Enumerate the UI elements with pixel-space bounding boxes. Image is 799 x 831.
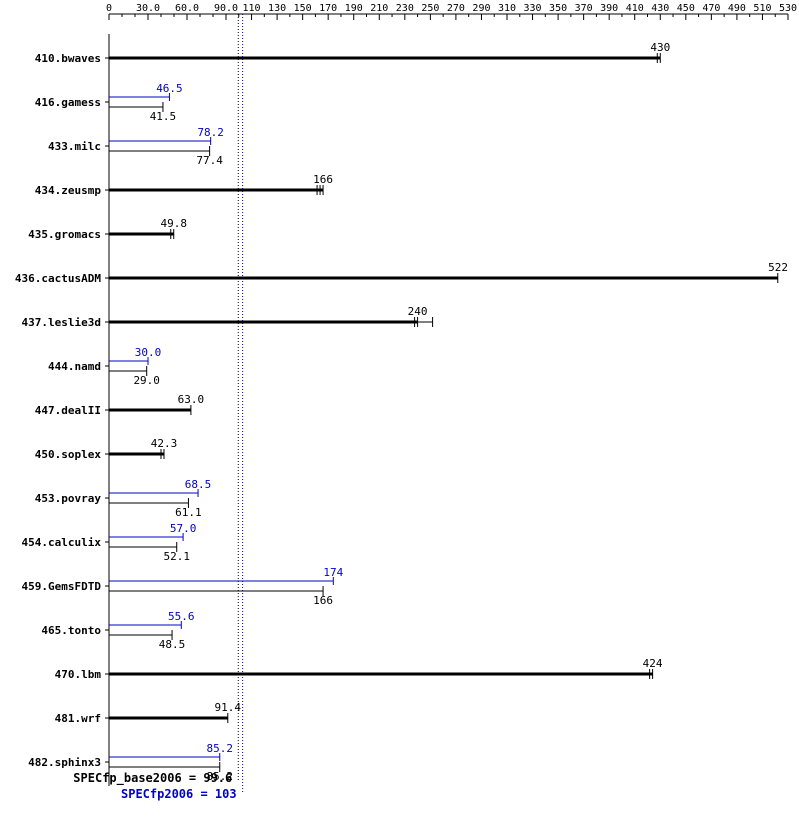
- base-value-label: 29.0: [133, 374, 160, 387]
- base-value-label: 91.4: [215, 701, 242, 714]
- base-value-label: 61.1: [175, 506, 202, 519]
- benchmark-label: 416.gamess: [35, 96, 101, 109]
- benchmark-label: 447.dealII: [35, 404, 101, 417]
- axis-tick-label: 250: [421, 3, 439, 14]
- base-value-label: 48.5: [159, 638, 186, 651]
- base-value-label: 41.5: [150, 110, 177, 123]
- benchmark-label: 459.GemsFDTD: [22, 580, 102, 593]
- benchmark-label: 410.bwaves: [35, 52, 101, 65]
- axis-tick-label: 210: [370, 3, 388, 14]
- benchmark-label: 453.povray: [35, 492, 102, 505]
- axis-tick-label: 290: [472, 3, 490, 14]
- axis-tick-label: 470: [702, 3, 720, 14]
- base-value-label: 430: [650, 41, 670, 54]
- benchmark-label: 437.leslie3d: [22, 316, 101, 329]
- base-value-label: 240: [408, 305, 428, 318]
- spec-chart: 0 30.0 60.0 90.0 110 130 150 170 190 210 230 250 270…: [0, 0, 799, 831]
- peak-value-label: 85.2: [207, 742, 234, 755]
- peak-value-label: 78.2: [197, 126, 224, 139]
- base-value-label: 166: [313, 173, 333, 186]
- axis-tick-label: 270: [447, 3, 465, 14]
- benchmark-label: 482.sphinx3: [28, 756, 101, 769]
- axis-tick-label: 330: [524, 3, 542, 14]
- peak-value-label: 57.0: [170, 522, 197, 535]
- benchmark-label: 465.tonto: [41, 624, 101, 637]
- benchmark-label: 444.namd: [48, 360, 101, 373]
- benchmark-label: 436.cactusADM: [15, 272, 101, 285]
- axis-tick-label: 430: [651, 3, 669, 14]
- benchmark-label: 481.wrf: [55, 712, 101, 725]
- benchmark-label: 435.gromacs: [28, 228, 101, 241]
- axis-tick-label: 170: [319, 3, 337, 14]
- axis-tick-label: 110: [243, 3, 261, 14]
- base-value-label: 522: [768, 261, 788, 274]
- base-value-label: 63.0: [178, 393, 205, 406]
- axis-tick-label: 150: [294, 3, 312, 14]
- axis-tick-label: 90.0: [214, 3, 238, 14]
- benchmark-label: 454.calculix: [22, 536, 102, 549]
- benchmark-label: 470.lbm: [55, 668, 102, 681]
- peak-value-label: 68.5: [185, 478, 212, 491]
- peak-value-label: 174: [323, 566, 343, 579]
- axis-tick-label: 350: [549, 3, 567, 14]
- base-value-label: 424: [643, 657, 663, 670]
- base-value-label: 49.8: [160, 217, 187, 230]
- axis-tick-label: 190: [345, 3, 363, 14]
- summary-peak-label: SPECfp2006 = 103: [121, 787, 237, 801]
- benchmark-label: 434.zeusmp: [35, 184, 102, 197]
- axis-tick-label: 370: [575, 3, 593, 14]
- peak-value-label: 55.6: [168, 610, 195, 623]
- axis-tick-label: 0: [106, 3, 112, 14]
- axis-tick-label: 60.0: [175, 3, 199, 14]
- axis-tick-label: 230: [396, 3, 414, 14]
- axis-tick-label: 450: [677, 3, 695, 14]
- summary-base-label: SPECfp_base2006 = 99.6: [73, 771, 232, 786]
- axis-tick-label: 490: [728, 3, 746, 14]
- axis-tick-label: 510: [753, 3, 771, 14]
- axis-tick-label: 130: [268, 3, 286, 14]
- base-value-label: 42.3: [151, 437, 178, 450]
- peak-value-label: 46.5: [156, 82, 183, 95]
- benchmark-label: 433.milc: [48, 140, 101, 153]
- axis-tick-label: 410: [626, 3, 644, 14]
- base-value-label: 166: [313, 594, 333, 607]
- base-value-label: 52.1: [163, 550, 190, 563]
- axis-tick-label: 310: [498, 3, 516, 14]
- benchmark-label: 450.soplex: [35, 448, 102, 461]
- axis-tick-label: 530: [779, 3, 797, 14]
- base-value-label: 77.4: [196, 154, 223, 167]
- peak-value-label: 30.0: [135, 346, 162, 359]
- axis-tick-label: 390: [600, 3, 618, 14]
- axis-tick-label: 30.0: [136, 3, 160, 14]
